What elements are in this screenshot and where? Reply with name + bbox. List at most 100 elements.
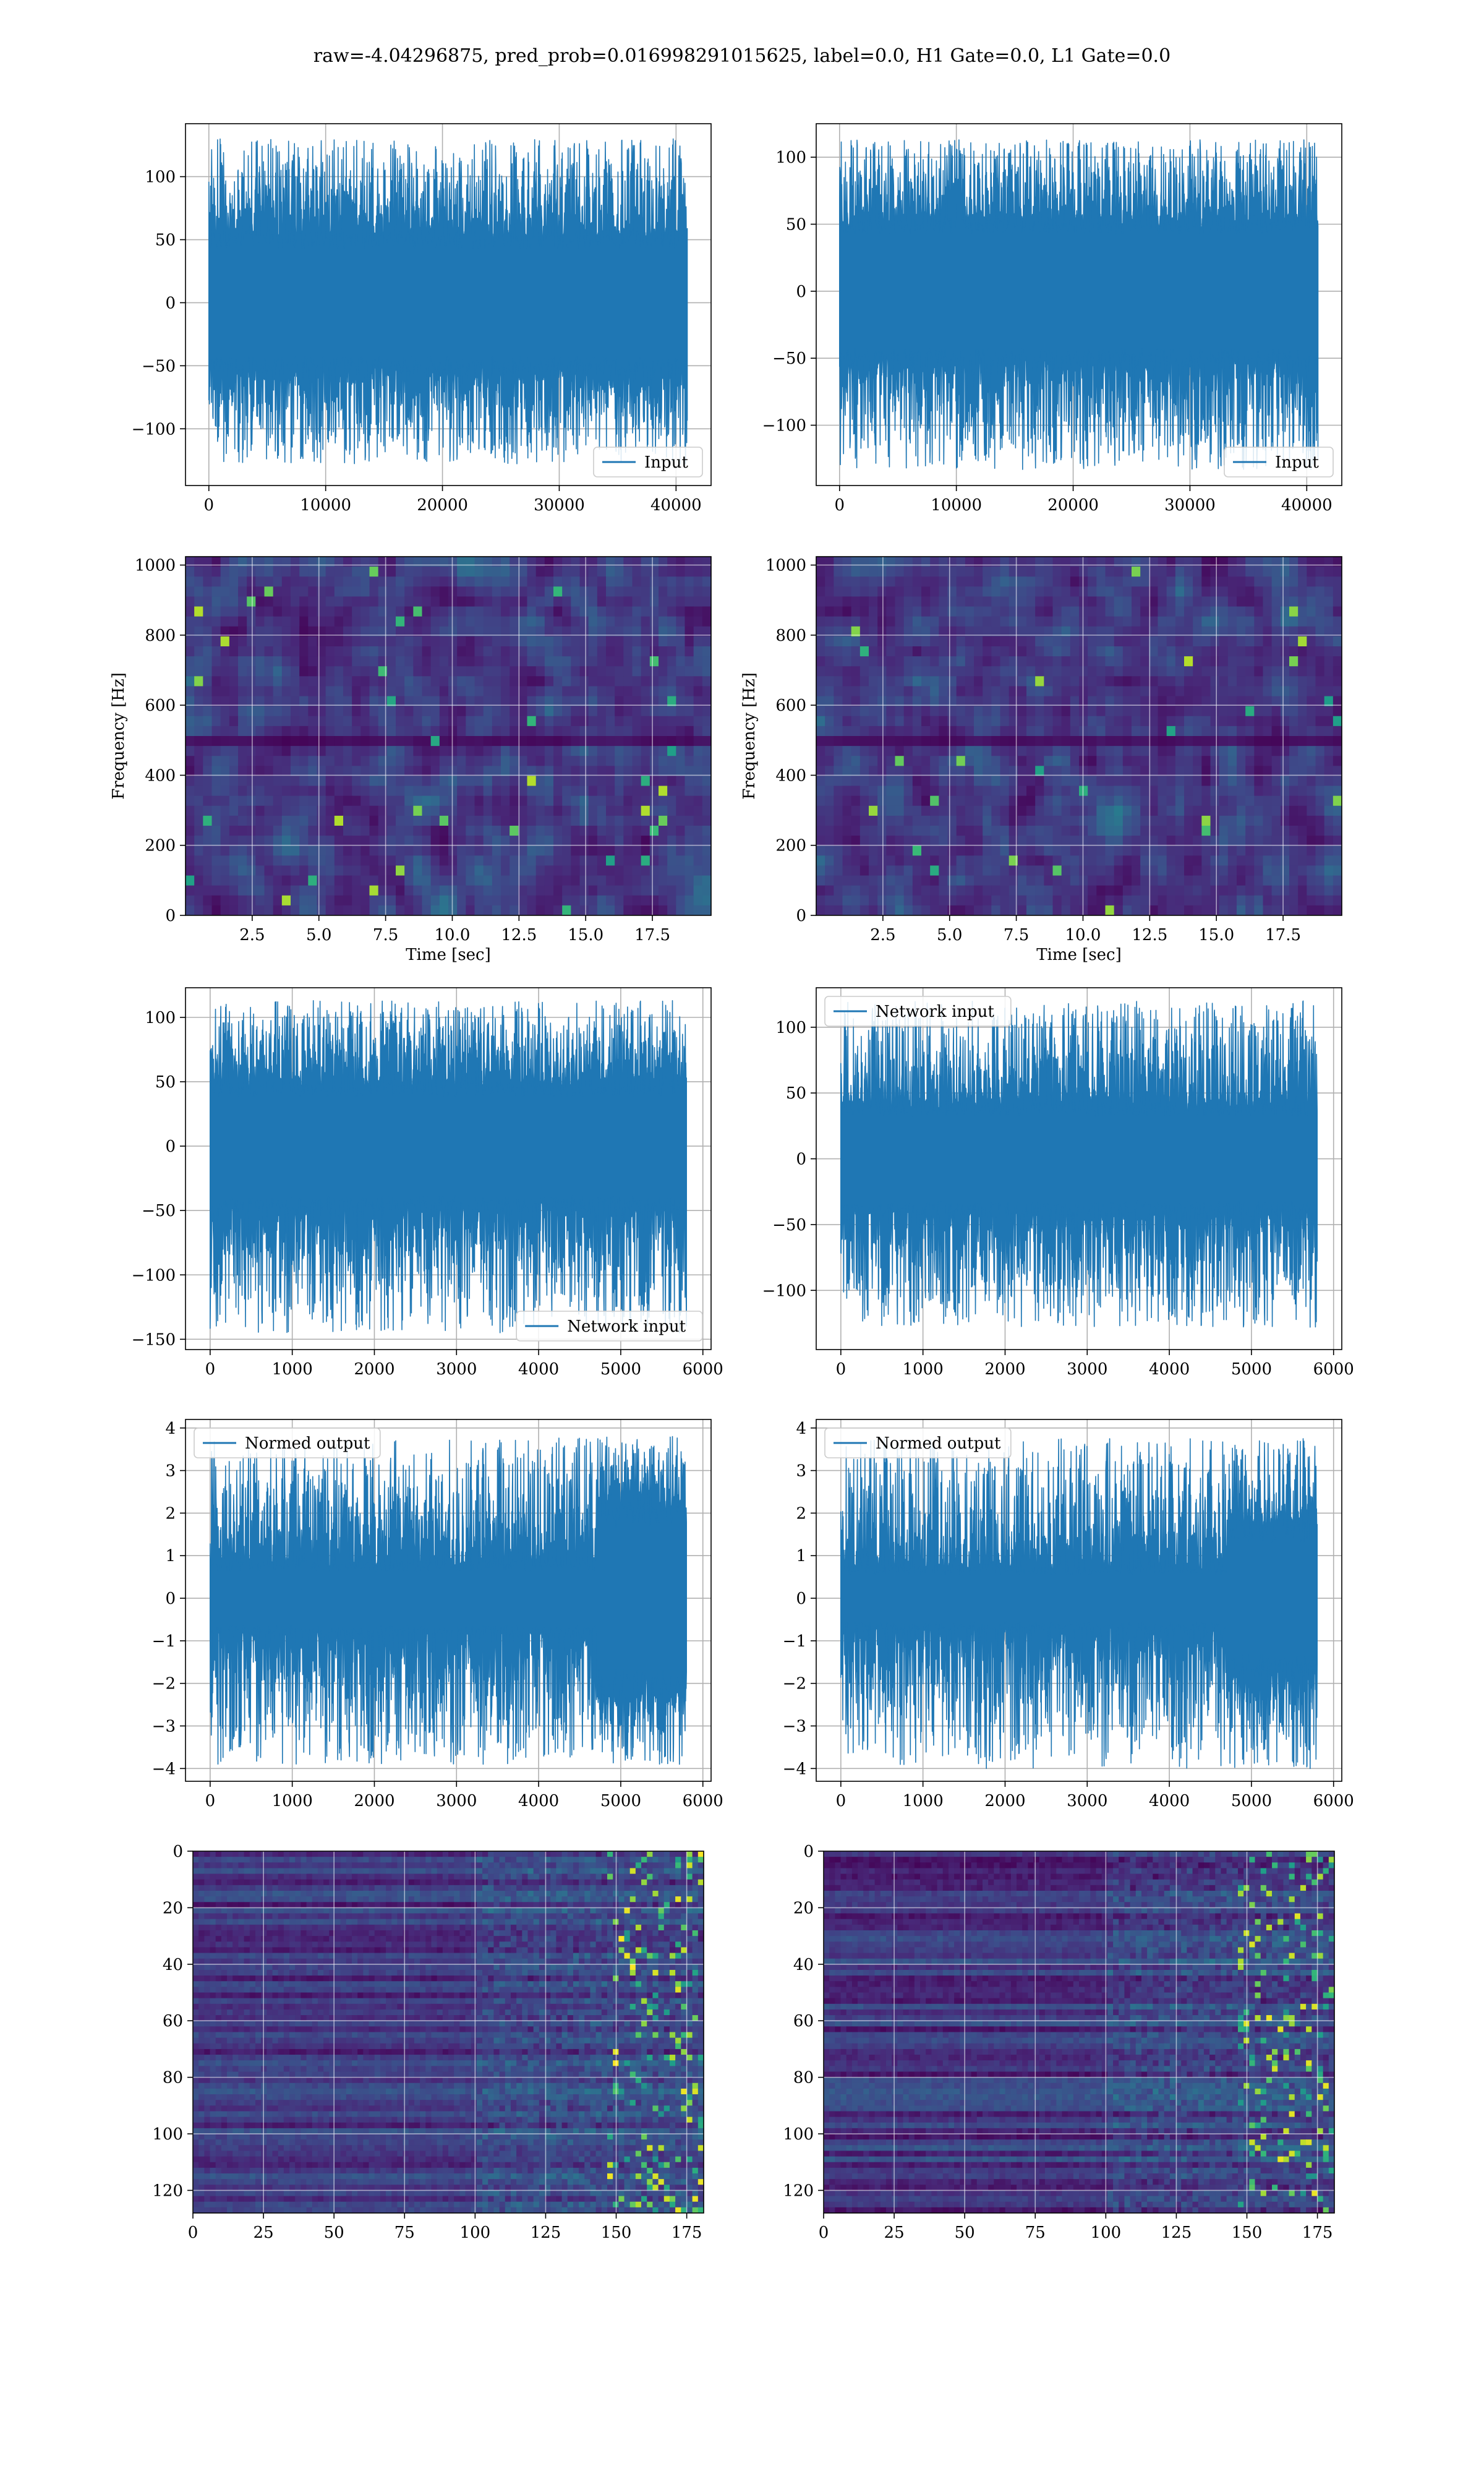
x-tick-label: 10000: [931, 496, 982, 515]
x-tick-label: 0: [205, 1360, 216, 1379]
y-tick-label: 50: [786, 1084, 806, 1103]
y-tick-label: −4: [152, 1760, 176, 1778]
y-tick-label: 2: [165, 1504, 176, 1523]
x-tick-label: 0: [836, 1360, 846, 1379]
x-axis-label: Time [sec]: [1036, 946, 1122, 964]
x-tick-label: 15.0: [1198, 926, 1234, 944]
x-tick-label: 50: [955, 2224, 975, 2242]
y-tick-label: 60: [163, 2012, 183, 2031]
y-tick-label: 100: [775, 148, 806, 167]
y-tick-label: 0: [165, 294, 176, 312]
y-tick-label: 1000: [765, 557, 806, 575]
y-tick-label: 0: [796, 907, 806, 925]
x-tick-label: 30000: [534, 496, 585, 515]
panel-input-l1: 0 10000 20000 30000 40000 −100 −50 0 50 100 Input: [762, 123, 1342, 515]
y-tick-label: −50: [772, 349, 806, 368]
x-tick-label: 4000: [1149, 1792, 1190, 1810]
x-tick-label: 6000: [1313, 1360, 1354, 1379]
x-tick-label: 1000: [903, 1360, 944, 1379]
legend-box: [824, 996, 1012, 1027]
y-tick-label: 600: [145, 696, 176, 715]
signal-line: [840, 1438, 1318, 1770]
y-tick-label: 600: [775, 696, 806, 715]
legend-label: Network input: [567, 1317, 686, 1336]
x-tick-label: 20000: [1047, 496, 1099, 515]
y-tick-label: −100: [762, 1282, 806, 1300]
y-tick-label: 100: [775, 1019, 806, 1037]
x-tick-label: 5000: [1231, 1792, 1272, 1810]
x-tick-label: 15.0: [568, 926, 603, 944]
x-tick-label: 125: [1161, 2224, 1192, 2242]
y-tick-label: 3: [796, 1462, 806, 1481]
y-tick-label: −3: [783, 1718, 806, 1736]
panel-normed-output-h1: 0 1000 2000 3000 4000 5000 6000 −4 −3 −2 −1 0 1 2 3 4 No…: [152, 1419, 723, 1810]
x-tick-label: 6000: [683, 1792, 723, 1810]
y-tick-label: 120: [152, 2181, 183, 2200]
axes-frame: [816, 987, 1342, 1350]
y-tick-label: 1000: [135, 557, 176, 575]
y-tick-label: 400: [145, 766, 176, 785]
panel-spectrogram-l1: 2.5 5.0 7.5 10.0 12.5 15.0 17.5 0 200 400 600 800 10…: [740, 556, 1342, 964]
legend-box: [824, 1427, 1012, 1458]
x-tick-label: 5000: [600, 1360, 641, 1379]
x-tick-label: 75: [1025, 2224, 1046, 2242]
x-tick-label: 6000: [683, 1360, 723, 1379]
legend: Input: [593, 447, 703, 477]
feature-map-image: [193, 1851, 704, 2213]
x-tick-label: 7.5: [1004, 926, 1029, 944]
legend: Input: [1224, 447, 1334, 477]
x-tick-label: 2000: [354, 1360, 394, 1379]
x-tick-label: 175: [1302, 2224, 1333, 2242]
x-tick-label: 4000: [1149, 1360, 1190, 1379]
panel-features-h1: 0 25 50 75 100 125 150 175 0 20 40 60 80 100 120: [152, 1843, 704, 2242]
y-tick-label: −2: [783, 1675, 806, 1693]
axes-frame: [816, 1419, 1342, 1782]
y-tick-label: 200: [775, 837, 806, 855]
x-tick-label: 10000: [300, 496, 351, 515]
legend-label: Normed output: [245, 1434, 370, 1453]
x-tick-label: 2000: [984, 1360, 1025, 1379]
x-tick-label: 6000: [1313, 1792, 1354, 1810]
axes-frame: [185, 123, 712, 486]
x-tick-label: 0: [835, 496, 845, 515]
x-tick-label: 12.5: [501, 926, 537, 944]
x-tick-label: 75: [394, 2224, 415, 2242]
x-tick-label: 150: [1232, 2224, 1263, 2242]
y-tick-label: 0: [173, 1843, 183, 1861]
y-tick-label: 800: [775, 627, 806, 645]
axes-frame: [816, 556, 1342, 916]
x-tick-label: 1000: [272, 1792, 313, 1810]
y-tick-label: 100: [145, 168, 176, 187]
x-tick-label: 2000: [354, 1792, 394, 1810]
signal-line: [208, 138, 688, 465]
x-tick-label: 5.0: [306, 926, 331, 944]
y-tick-label: 100: [145, 1009, 176, 1027]
y-tick-label: −2: [152, 1675, 176, 1693]
x-tick-label: 3000: [436, 1792, 477, 1810]
panel-features-l1: 0 25 50 75 100 125 150 175 0 20 40 60 80 100 120: [783, 1843, 1335, 2242]
x-tick-label: 3000: [1067, 1360, 1107, 1379]
y-tick-label: 4: [165, 1419, 176, 1438]
legend-label: Input: [644, 453, 688, 472]
legend-box: [593, 447, 703, 477]
panel-input-h1: 0 10000 20000 30000 40000 −100 −50 0 50 100 Input: [132, 123, 712, 515]
y-tick-label: 80: [163, 2069, 183, 2087]
x-tick-label: 100: [1091, 2224, 1122, 2242]
x-tick-label: 2.5: [239, 926, 265, 944]
y-tick-label: 0: [165, 907, 176, 925]
x-tick-label: 0: [204, 496, 215, 515]
x-tick-label: 0: [819, 2224, 829, 2242]
grid: [192, 1851, 704, 2213]
x-tick-label: 4000: [518, 1360, 559, 1379]
x-tick-label: 0: [188, 2224, 198, 2242]
legend-box: [194, 1427, 381, 1458]
panel-spectrogram-h1: 2.5 5.0 7.5 10.0 12.5 15.0 17.5 0 200 400 600 800 10…: [109, 556, 712, 964]
y-tick-label: 4: [796, 1419, 806, 1438]
y-tick-label: 80: [793, 2069, 814, 2087]
y-tick-label: 3: [165, 1462, 176, 1481]
y-axis-label: Frequency [Hz]: [109, 672, 128, 800]
x-tick-label: 0: [205, 1792, 216, 1810]
y-tick-label: 1: [165, 1547, 176, 1565]
legend: Normed output: [824, 1427, 1012, 1458]
